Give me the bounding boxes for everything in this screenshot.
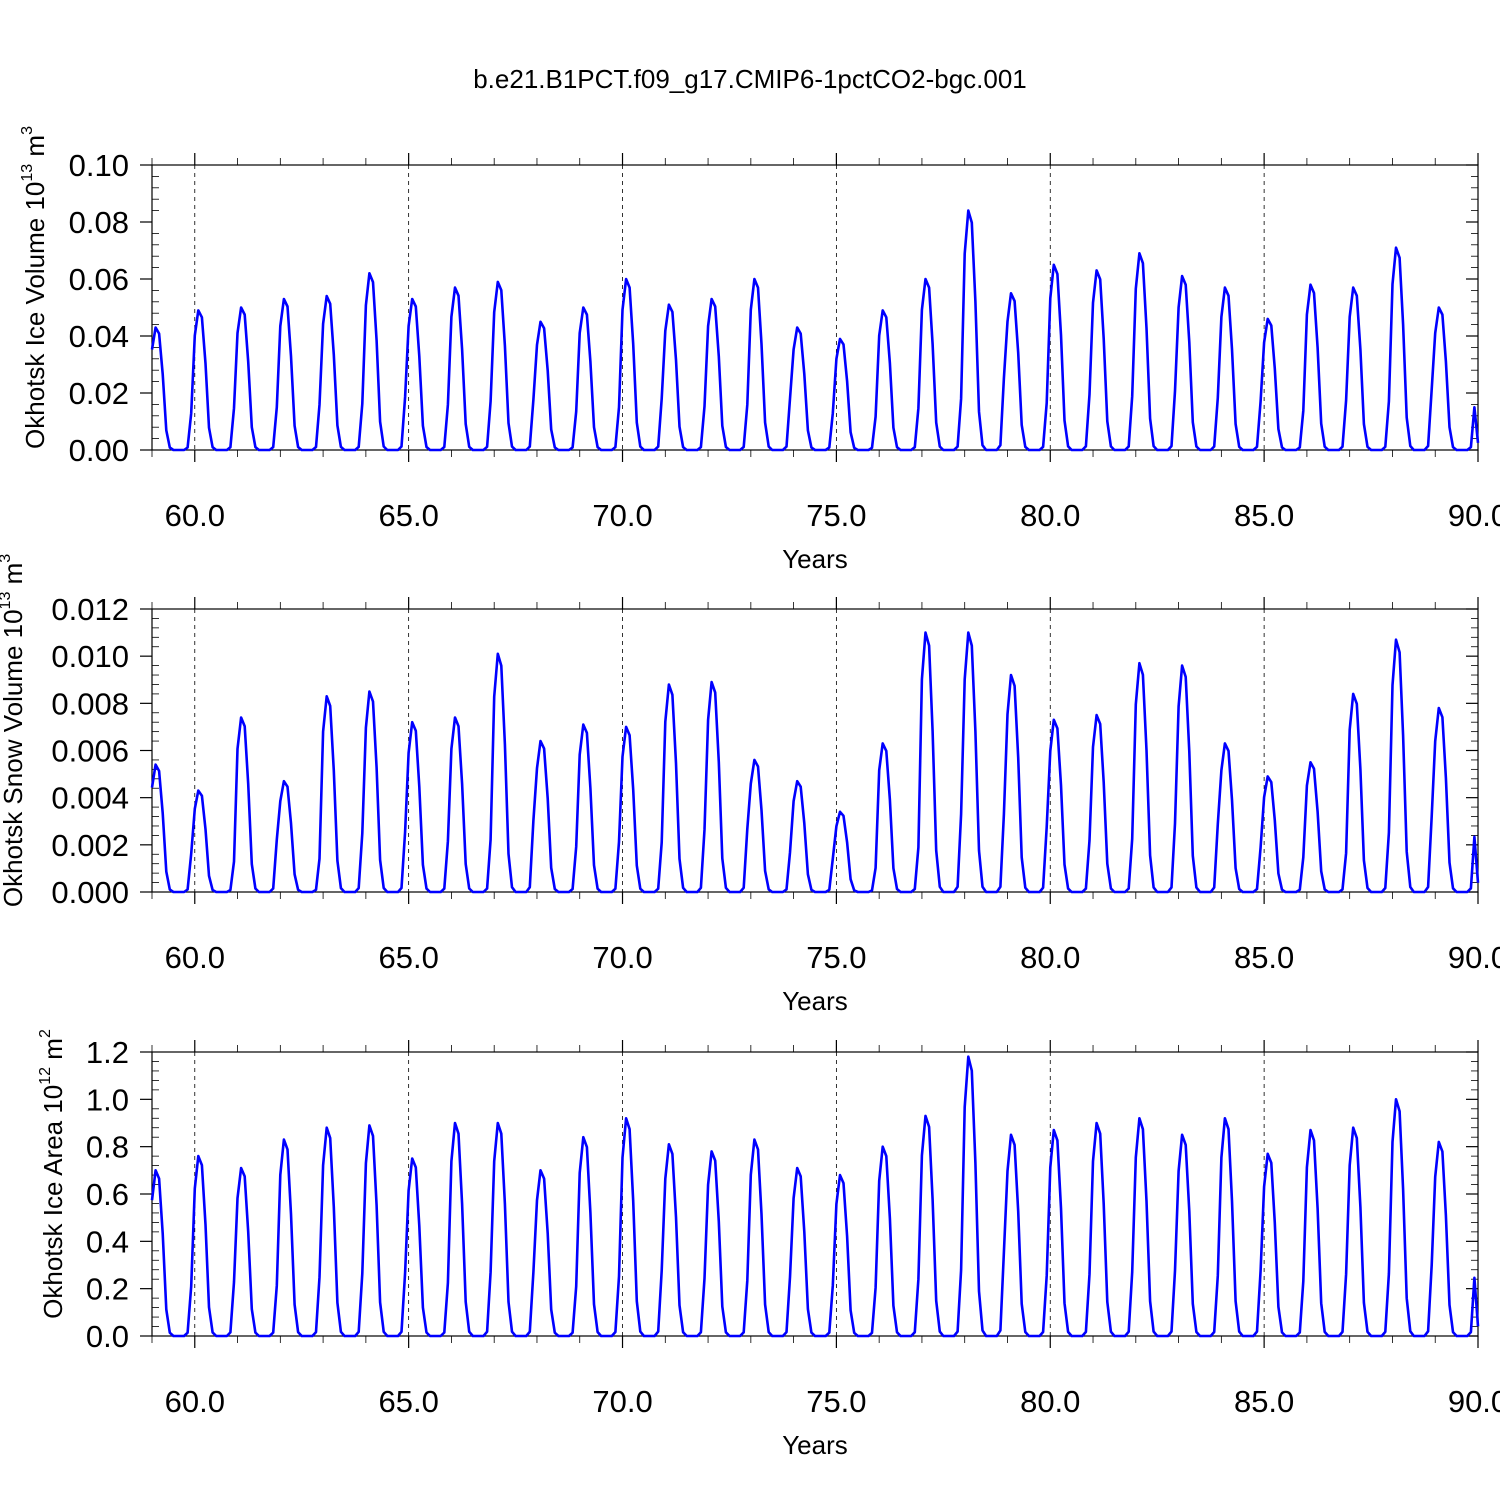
x-axis-label: Years <box>782 986 848 1016</box>
x-tick-label: 60.0 <box>165 940 225 975</box>
y-tick-label: 0.6 <box>86 1177 129 1212</box>
panel-1: 60.0 65.0 70.0 75.0 80.0 85.0 90.0 0.00 0.02 0.04… <box>19 126 1500 574</box>
y-tick-label: 0.08 <box>69 205 129 240</box>
x-tick-label: 80.0 <box>1020 940 1080 975</box>
plot-frame <box>151 608 1479 893</box>
figure-title: b.e21.B1PCT.f09_g17.CMIP6-1pctCO2-bgc.00… <box>473 64 1027 94</box>
y-tick-label: 0.004 <box>51 781 129 816</box>
y-tick-label: 0.8 <box>86 1130 129 1165</box>
x-tick-label: 75.0 <box>806 498 866 533</box>
panels: 60.0 65.0 70.0 75.0 80.0 85.0 90.0 0.00 0.02 0.04… <box>0 126 1500 1460</box>
x-axis-label: Years <box>782 544 848 574</box>
y-tick-label: 0.4 <box>86 1224 129 1259</box>
x-tick-label: 75.0 <box>806 1384 866 1419</box>
y-tick-label: 0.006 <box>51 734 129 769</box>
x-tick-label: 90.0 <box>1448 1384 1500 1419</box>
y-tick-label: 0.04 <box>69 319 129 354</box>
y-axis-label: Okhotsk Ice Area 1012 m2 <box>37 1029 68 1319</box>
y-tick-label: 0.06 <box>69 262 129 297</box>
x-tick-label: 70.0 <box>592 498 652 533</box>
x-tick-label: 60.0 <box>165 498 225 533</box>
y-axis-label: Okhotsk Ice Volume 1013 m3 <box>19 126 50 449</box>
x-tick-label: 85.0 <box>1234 1384 1294 1419</box>
x-tick-label: 75.0 <box>806 940 866 975</box>
x-tick-label: 85.0 <box>1234 498 1294 533</box>
y-tick-label: 0.008 <box>51 686 129 721</box>
y-tick-label: 0.012 <box>51 592 129 627</box>
y-tick-label: 0.00 <box>69 433 129 468</box>
y-tick-label: 0.002 <box>51 828 129 863</box>
x-tick-label: 85.0 <box>1234 940 1294 975</box>
x-tick-label: 70.0 <box>592 1384 652 1419</box>
x-tick-label: 65.0 <box>378 498 438 533</box>
x-axis-label: Years <box>782 1430 848 1460</box>
x-tick-label: 80.0 <box>1020 1384 1080 1419</box>
panel-3: 60.0 65.0 70.0 75.0 80.0 85.0 90.0 0.0 0.2 0.4 0.6… <box>37 1029 1500 1460</box>
x-tick-label: 65.0 <box>378 1384 438 1419</box>
y-tick-label: 0.2 <box>86 1272 129 1307</box>
series-line <box>150 209 1480 452</box>
series-line <box>150 1055 1480 1338</box>
x-tick-label: 90.0 <box>1448 940 1500 975</box>
series-line <box>150 631 1480 894</box>
y-tick-label: 0.10 <box>69 148 129 183</box>
x-tick-label: 65.0 <box>378 940 438 975</box>
x-tick-label: 90.0 <box>1448 498 1500 533</box>
x-tick-label: 70.0 <box>592 940 652 975</box>
y-tick-label: 1.0 <box>86 1082 129 1117</box>
x-tick-label: 80.0 <box>1020 498 1080 533</box>
y-tick-label: 0.0 <box>86 1319 129 1354</box>
y-axis-label: Okhotsk Snow Volume 1013 m3 <box>0 554 28 907</box>
y-tick-label: 0.000 <box>51 875 129 910</box>
x-tick-label: 60.0 <box>165 1384 225 1419</box>
y-tick-label: 0.010 <box>51 639 129 674</box>
y-tick-label: 0.02 <box>69 376 129 411</box>
y-tick-label: 1.2 <box>86 1035 129 1070</box>
panel-2: 60.0 65.0 70.0 75.0 80.0 85.0 90.0 0.000 0.002 0.… <box>0 554 1500 1016</box>
plot-frame <box>151 164 1479 451</box>
